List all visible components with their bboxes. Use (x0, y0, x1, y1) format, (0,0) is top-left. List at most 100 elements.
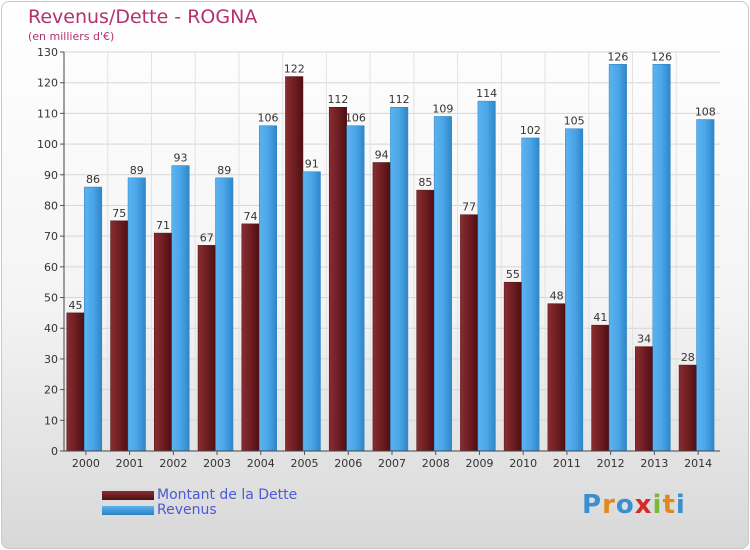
bar-dette (154, 232, 173, 452)
data-label-dette: 55 (506, 268, 520, 281)
bar-dette (285, 76, 304, 452)
y-tick-label: 130 (37, 46, 58, 59)
brand-letter: x (634, 490, 653, 520)
brand-letter: i (652, 490, 663, 520)
data-label-revenus: 89 (217, 164, 231, 177)
bar-dette (197, 245, 216, 452)
bar-revenus (652, 64, 671, 452)
x-tick-label: 2014 (684, 457, 712, 470)
data-label-dette: 48 (550, 290, 564, 303)
bar-revenus (258, 125, 277, 452)
data-label-dette: 74 (243, 210, 257, 223)
data-label-dette: 71 (156, 219, 170, 232)
bar-revenus (696, 119, 715, 452)
data-label-dette: 67 (200, 231, 214, 244)
bar-dette (241, 223, 260, 452)
x-tick-label: 2010 (509, 457, 537, 470)
legend-swatch-revenus (102, 506, 154, 515)
data-label-dette: 45 (69, 299, 83, 312)
y-tick-label: 100 (37, 138, 58, 151)
brand-letter: o (615, 490, 635, 520)
bar-dette (547, 303, 566, 452)
brand-letter: r (602, 490, 616, 520)
bar-dette (110, 220, 129, 452)
x-tick-label: 2007 (378, 457, 406, 470)
x-tick-label: 2005 (291, 457, 319, 470)
bar-dette (328, 106, 347, 452)
x-tick-label: 2011 (553, 457, 581, 470)
y-tick-label: 120 (37, 77, 58, 90)
x-tick-label: 2013 (640, 457, 668, 470)
bar-revenus (608, 64, 627, 452)
y-tick-label: 110 (37, 107, 58, 120)
bar-dette (591, 324, 610, 452)
data-label-revenus: 108 (695, 106, 716, 119)
bar-revenus (171, 165, 190, 452)
y-tick-label: 70 (44, 230, 58, 243)
brand-logo: Proxiti (582, 490, 686, 520)
y-tick-label: 60 (44, 261, 58, 274)
data-label-revenus: 89 (130, 164, 144, 177)
bar-revenus (127, 177, 146, 452)
data-label-dette: 34 (637, 333, 651, 346)
legend-label-dette: Montant de la Dette (157, 487, 298, 503)
x-tick-label: 2000 (72, 457, 100, 470)
y-tick-label: 80 (44, 199, 58, 212)
data-label-dette: 94 (375, 148, 389, 161)
bar-revenus (521, 137, 540, 452)
bar-dette (66, 312, 85, 452)
y-tick-label: 0 (51, 445, 58, 458)
data-label-dette: 28 (681, 351, 695, 364)
bar-dette (678, 364, 697, 452)
data-label-revenus: 106 (257, 112, 278, 125)
data-label-dette: 77 (462, 201, 476, 214)
x-tick-label: 2006 (334, 457, 362, 470)
y-tick-label: 90 (44, 169, 58, 182)
bar-dette (416, 189, 435, 452)
x-tick-label: 2003 (203, 457, 231, 470)
bar-revenus (390, 106, 409, 452)
bars (66, 64, 715, 452)
y-tick-label: 10 (44, 414, 58, 427)
legend-swatch-dette (102, 491, 154, 500)
bar-revenus (477, 100, 496, 452)
y-tick-label: 40 (44, 322, 58, 335)
data-label-dette: 75 (112, 207, 126, 220)
data-labels: 45 86 75 89 71 93 67 89 74 106 122 91 112 106 94 112 85 1… (69, 50, 716, 364)
x-tick-label: 2001 (116, 457, 144, 470)
data-label-revenus: 109 (432, 102, 453, 115)
bar-revenus (84, 186, 103, 452)
data-label-revenus: 93 (174, 152, 188, 165)
bar-dette (503, 281, 522, 452)
legend-label-revenus: Revenus (157, 502, 217, 518)
brand-letter: i (675, 490, 686, 520)
bar-dette (635, 346, 654, 452)
bar-dette (372, 162, 391, 452)
x-tick-label: 2009 (465, 457, 493, 470)
bar-revenus (565, 128, 584, 452)
data-label-revenus: 112 (389, 93, 410, 106)
data-label-revenus: 126 (651, 50, 672, 63)
data-label-revenus: 106 (345, 112, 366, 125)
data-label-revenus: 102 (520, 124, 541, 137)
x-tick-label: 2008 (422, 457, 450, 470)
data-label-dette: 122 (284, 63, 305, 76)
brand-letter: P (582, 490, 603, 520)
data-label-revenus: 86 (86, 173, 100, 186)
brand-letter: t (662, 490, 676, 520)
bar-revenus (433, 116, 452, 452)
bar-revenus (302, 171, 321, 452)
data-label-revenus: 126 (607, 50, 628, 63)
x-tick-label: 2012 (597, 457, 625, 470)
chart-subtitle: (en milliers d'€) (28, 30, 115, 43)
data-label-dette: 41 (593, 311, 607, 324)
data-label-revenus: 105 (564, 115, 585, 128)
x-tick-label: 2004 (247, 457, 275, 470)
chart-title: Revenus/Dette - ROGNA (28, 6, 258, 28)
axes: 0 10 20 30 40 50 60 70 80 90 100 110 120 130 2000 2001 2… (37, 46, 720, 470)
y-tick-label: 20 (44, 384, 58, 397)
data-label-revenus: 91 (305, 158, 319, 171)
bar-revenus (346, 125, 365, 452)
